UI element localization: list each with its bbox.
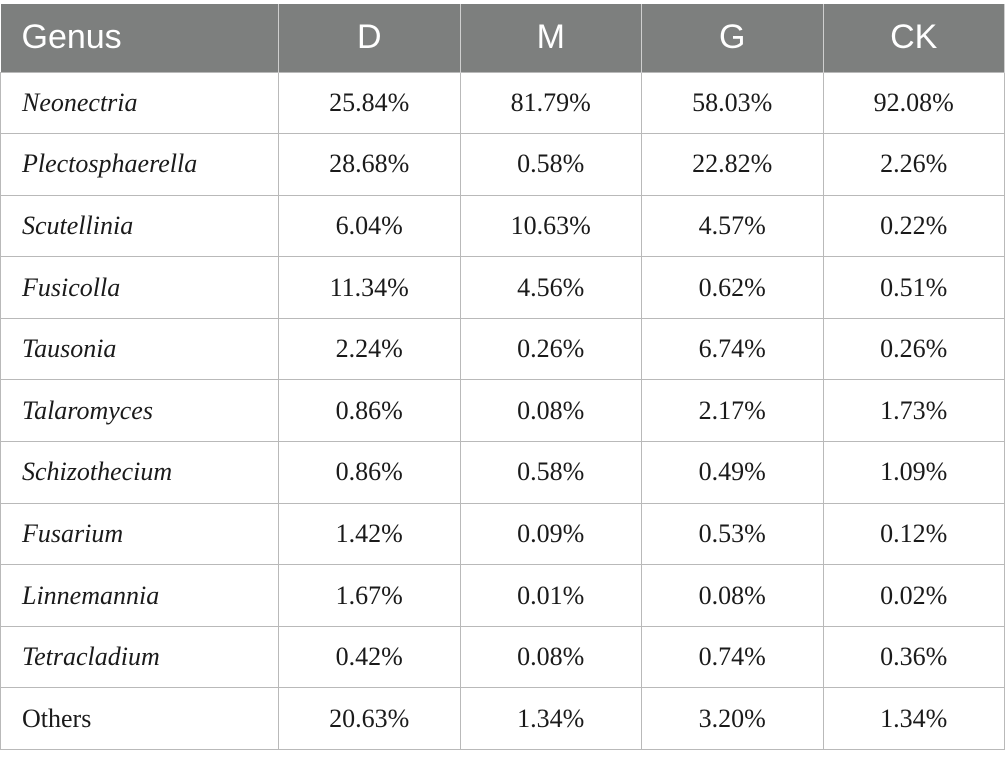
value-cell-m: 0.58% xyxy=(459,133,642,196)
value-cell-ck: 0.51% xyxy=(822,256,1005,319)
value-cell-ck: 2.26% xyxy=(822,133,1005,196)
header-m: M xyxy=(459,4,642,72)
genus-name-cell: Talaromyces xyxy=(0,379,279,443)
header-ck: CK xyxy=(822,4,1005,72)
value-cell-ck: 1.73% xyxy=(822,379,1005,443)
value-cell-d: 0.42% xyxy=(278,625,461,689)
header-genus: Genus xyxy=(0,4,279,72)
value-cell-d: 1.42% xyxy=(278,502,461,566)
value-cell-m: 0.09% xyxy=(459,502,642,566)
table-row: Talaromyces 0.86% 0.08% 2.17% 1.73% xyxy=(0,379,1005,443)
value-cell-ck: 0.02% xyxy=(822,564,1005,627)
value-cell-m: 81.79% xyxy=(459,71,642,135)
value-cell-g: 0.62% xyxy=(641,256,824,319)
value-cell-m: 0.01% xyxy=(459,564,642,627)
value-cell-g: 22.82% xyxy=(641,133,824,196)
value-cell-g: 6.74% xyxy=(641,317,824,381)
genus-name-cell: Neonectria xyxy=(0,71,279,135)
value-cell-d: 28.68% xyxy=(278,133,461,196)
value-cell-m: 0.26% xyxy=(459,317,642,381)
genus-name-cell: Fusarium xyxy=(0,502,279,566)
value-cell-g: 0.08% xyxy=(641,564,824,627)
genus-name-cell: Linnemannia xyxy=(0,564,279,627)
genus-name-cell: Others xyxy=(0,687,279,751)
value-cell-ck: 1.09% xyxy=(822,441,1005,504)
table-row: Scutellinia 6.04% 10.63% 4.57% 0.22% xyxy=(0,194,1005,258)
value-cell-ck: 0.36% xyxy=(822,625,1005,689)
table-row: Neonectria 25.84% 81.79% 58.03% 92.08% xyxy=(0,71,1005,135)
table-row: Plectosphaerella 28.68% 0.58% 22.82% 2.26% xyxy=(0,133,1005,196)
header-g: G xyxy=(641,4,824,72)
genus-abundance-table: Genus D M G CK Neonectria 25.84% 81.79% 58.… xyxy=(0,4,1005,751)
table-row: Tetracladium 0.42% 0.08% 0.74% 0.36% xyxy=(0,625,1005,689)
value-cell-d: 11.34% xyxy=(278,256,461,319)
value-cell-d: 2.24% xyxy=(278,317,461,381)
value-cell-ck: 1.34% xyxy=(822,687,1005,751)
value-cell-d: 6.04% xyxy=(278,194,461,258)
value-cell-d: 0.86% xyxy=(278,379,461,443)
value-cell-d: 25.84% xyxy=(278,71,461,135)
table-row: Tausonia 2.24% 0.26% 6.74% 0.26% xyxy=(0,317,1005,381)
value-cell-g: 0.49% xyxy=(641,441,824,504)
value-cell-m: 1.34% xyxy=(459,687,642,751)
value-cell-g: 0.53% xyxy=(641,502,824,566)
table-row: Fusicolla 11.34% 4.56% 0.62% 0.51% xyxy=(0,256,1005,319)
genus-name-cell: Fusicolla xyxy=(0,256,279,319)
table-row: Linnemannia 1.67% 0.01% 0.08% 0.02% xyxy=(0,564,1005,627)
value-cell-m: 0.58% xyxy=(459,441,642,504)
value-cell-ck: 92.08% xyxy=(822,71,1005,135)
value-cell-g: 4.57% xyxy=(641,194,824,258)
value-cell-m: 0.08% xyxy=(459,625,642,689)
value-cell-ck: 0.26% xyxy=(822,317,1005,381)
value-cell-ck: 0.22% xyxy=(822,194,1005,258)
value-cell-g: 0.74% xyxy=(641,625,824,689)
genus-name-cell: Plectosphaerella xyxy=(0,133,279,196)
genus-name-cell: Scutellinia xyxy=(0,194,279,258)
table-body: Neonectria 25.84% 81.79% 58.03% 92.08% Plecto… xyxy=(0,71,1005,751)
genus-name-cell: Schizothecium xyxy=(0,441,279,504)
value-cell-g: 2.17% xyxy=(641,379,824,443)
genus-name-cell: Tausonia xyxy=(0,317,279,381)
header-d: D xyxy=(278,4,461,72)
header-row: Genus D M G CK xyxy=(0,4,1005,72)
value-cell-m: 0.08% xyxy=(459,379,642,443)
value-cell-d: 1.67% xyxy=(278,564,461,627)
genus-name-cell: Tetracladium xyxy=(0,625,279,689)
table-row: Schizothecium 0.86% 0.58% 0.49% 1.09% xyxy=(0,441,1005,504)
value-cell-ck: 0.12% xyxy=(822,502,1005,566)
table-row: Fusarium 1.42% 0.09% 0.53% 0.12% xyxy=(0,502,1005,566)
value-cell-d: 20.63% xyxy=(278,687,461,751)
value-cell-g: 3.20% xyxy=(641,687,824,751)
value-cell-d: 0.86% xyxy=(278,441,461,504)
value-cell-g: 58.03% xyxy=(641,71,824,135)
value-cell-m: 10.63% xyxy=(459,194,642,258)
table-header: Genus D M G CK xyxy=(0,4,1005,72)
value-cell-m: 4.56% xyxy=(459,256,642,319)
table-row: Others 20.63% 1.34% 3.20% 1.34% xyxy=(0,687,1005,751)
